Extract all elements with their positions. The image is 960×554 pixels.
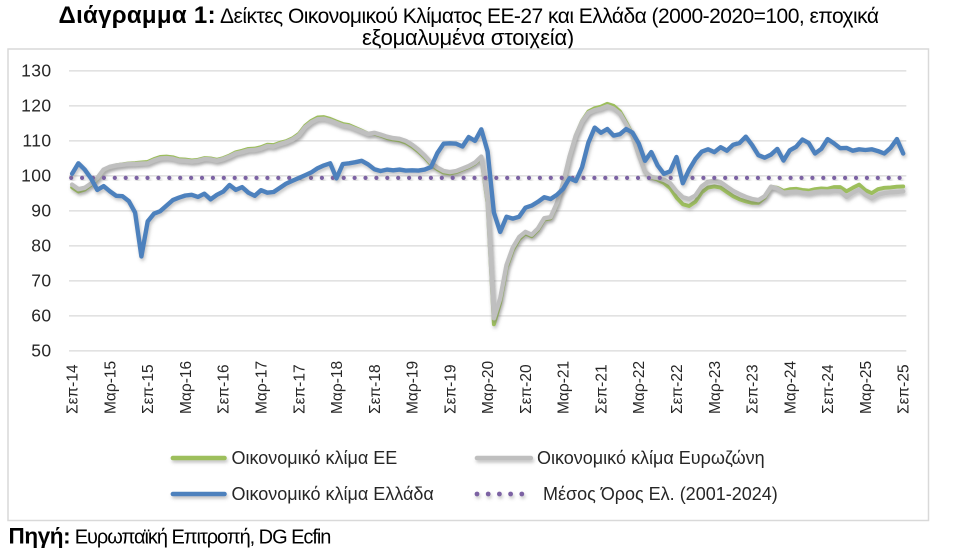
svg-text:Μαρ-23: Μαρ-23: [707, 361, 724, 414]
svg-text:Οικονομικό κλίμα Ελλάδα: Οικονομικό κλίμα Ελλάδα: [232, 484, 434, 504]
svg-text:Μαρ-21: Μαρ-21: [556, 361, 573, 414]
svg-text:Σεπ-18: Σεπ-18: [367, 364, 384, 414]
svg-text:60: 60: [31, 306, 51, 326]
svg-text:Μαρ-22: Μαρ-22: [631, 361, 648, 414]
svg-text:Μαρ-17: Μαρ-17: [254, 361, 271, 414]
svg-text:Σεπ-16: Σεπ-16: [216, 364, 233, 414]
svg-text:Σεπ-14: Σεπ-14: [65, 364, 82, 414]
svg-text:Μαρ-15: Μαρ-15: [102, 361, 119, 414]
svg-text:100: 100: [21, 166, 51, 186]
svg-text:Μαρ-25: Μαρ-25: [858, 361, 875, 414]
svg-text:130: 130: [21, 61, 51, 81]
svg-text:Μαρ-18: Μαρ-18: [329, 361, 346, 414]
svg-text:Μαρ-24: Μαρ-24: [782, 361, 799, 414]
svg-text:εξομαλυμένα στοιχεία): εξομαλυμένα στοιχεία): [362, 25, 574, 50]
svg-text:Σεπ-15: Σεπ-15: [140, 364, 157, 414]
svg-text:Σεπ-22: Σεπ-22: [669, 364, 686, 414]
svg-text:Σεπ-20: Σεπ-20: [518, 364, 535, 414]
svg-text:90: 90: [31, 201, 51, 221]
svg-text:Οικονομικό κλίμα ΕΕ: Οικονομικό κλίμα ΕΕ: [232, 448, 398, 468]
svg-text:Μαρ-20: Μαρ-20: [480, 361, 497, 414]
svg-text:Σεπ-17: Σεπ-17: [291, 364, 308, 414]
svg-text:Σεπ-24: Σεπ-24: [820, 364, 837, 414]
svg-text:110: 110: [22, 131, 51, 151]
svg-text:70: 70: [31, 271, 51, 291]
svg-text:Σεπ-19: Σεπ-19: [442, 364, 459, 414]
svg-text:Διάγραμμα 1: Δείκτες Οικονομικ: Διάγραμμα 1: Δείκτες Οικονομικού Κλίματο…: [59, 2, 879, 29]
svg-text:Σεπ-23: Σεπ-23: [745, 364, 762, 414]
svg-text:Πηγή: Ευρωπαϊκή Επιτροπή, DG E: Πηγή: Ευρωπαϊκή Επιτροπή, DG Ecfin: [9, 524, 331, 549]
svg-text:120: 120: [21, 96, 51, 116]
svg-text:Μαρ-16: Μαρ-16: [178, 361, 195, 414]
svg-text:Σεπ-25: Σεπ-25: [896, 364, 913, 414]
svg-text:Μέσος Όρος Ελ. (2001-2024): Μέσος Όρος Ελ. (2001-2024): [543, 484, 778, 504]
svg-text:50: 50: [31, 341, 51, 361]
svg-text:Μαρ-19: Μαρ-19: [405, 361, 422, 414]
svg-text:Οικονομικό κλίμα Ευρωζώνη: Οικονομικό κλίμα Ευρωζώνη: [537, 448, 765, 468]
svg-text:Σεπ-21: Σεπ-21: [594, 364, 611, 414]
svg-text:80: 80: [31, 236, 51, 256]
